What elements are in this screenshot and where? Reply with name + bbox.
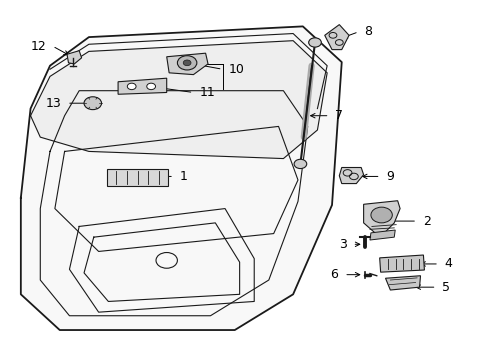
Polygon shape [339, 167, 363, 184]
Text: 5: 5 [442, 281, 449, 294]
Circle shape [84, 97, 102, 110]
Polygon shape [67, 51, 81, 64]
Text: 13: 13 [45, 97, 61, 110]
Text: 11: 11 [199, 86, 215, 99]
Circle shape [308, 38, 321, 47]
Polygon shape [118, 78, 166, 94]
Text: 1: 1 [180, 170, 187, 183]
Circle shape [370, 207, 391, 223]
Polygon shape [379, 255, 424, 272]
FancyBboxPatch shape [107, 168, 167, 186]
Circle shape [127, 83, 136, 90]
Text: 4: 4 [444, 257, 452, 270]
Polygon shape [324, 24, 348, 50]
Circle shape [293, 159, 306, 168]
Text: 10: 10 [228, 63, 244, 76]
Polygon shape [369, 230, 394, 240]
Circle shape [146, 83, 155, 90]
Polygon shape [363, 201, 399, 234]
Text: 8: 8 [364, 25, 372, 38]
Polygon shape [21, 26, 341, 330]
Polygon shape [30, 41, 326, 158]
Text: 7: 7 [335, 109, 343, 122]
Text: 12: 12 [31, 40, 46, 53]
Text: 9: 9 [386, 170, 393, 183]
Polygon shape [166, 53, 207, 75]
Text: 2: 2 [422, 215, 430, 228]
Text: 3: 3 [338, 238, 346, 251]
Text: 6: 6 [330, 268, 338, 281]
Circle shape [183, 60, 191, 66]
Circle shape [177, 56, 197, 70]
Polygon shape [385, 276, 420, 290]
